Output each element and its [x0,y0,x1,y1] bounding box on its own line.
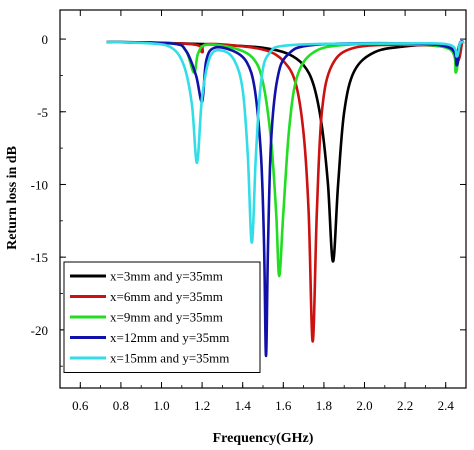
series-line-1 [106,40,465,263]
x-tick-label: 0.6 [72,398,89,413]
legend-label-2: x=6mm and y=35mm [110,289,223,304]
series-line-3 [106,40,465,278]
y-tick-label: -15 [31,250,48,265]
x-tick-label: 1.8 [316,398,332,413]
y-tick-label: 0 [42,32,49,47]
axes: 0.6 0.8 1.0 1.2 1.4 1.6 1.8 2.0 2.2 2.4 0 -5 -10 -15 -… [31,9,467,413]
x-tick-label: 2.2 [397,398,413,413]
x-tick-label: 0.8 [113,398,129,413]
y-tick-label: -5 [37,105,48,120]
legend-label-4: x=12mm and y=35mm [110,330,229,345]
plot-area [106,40,465,358]
legend-label-5: x=15mm and y=35mm [110,351,229,366]
legend-label-3: x=9mm and y=35mm [110,310,223,325]
y-tick-label: -10 [31,177,48,192]
y-axis-label: Return loss in dB [5,146,20,250]
x-tick-label: 2.4 [438,398,455,413]
series-line-5 [106,40,465,244]
x-tick-label: 1.4 [235,398,252,413]
legend-label-1: x=3mm and y=35mm [110,269,223,284]
x-tick-label: 1.2 [194,398,210,413]
x-tick-label: 2.0 [356,398,372,413]
legend: x=3mm and y=35mm x=6mm and y=35mm x=9mm an… [63,261,261,373]
y-tick-label: -20 [31,323,48,338]
x-axis-label: Frequency(GHz) [213,431,314,446]
x-tick-label: 1.0 [153,398,169,413]
x-tick-label: 1.6 [275,398,292,413]
